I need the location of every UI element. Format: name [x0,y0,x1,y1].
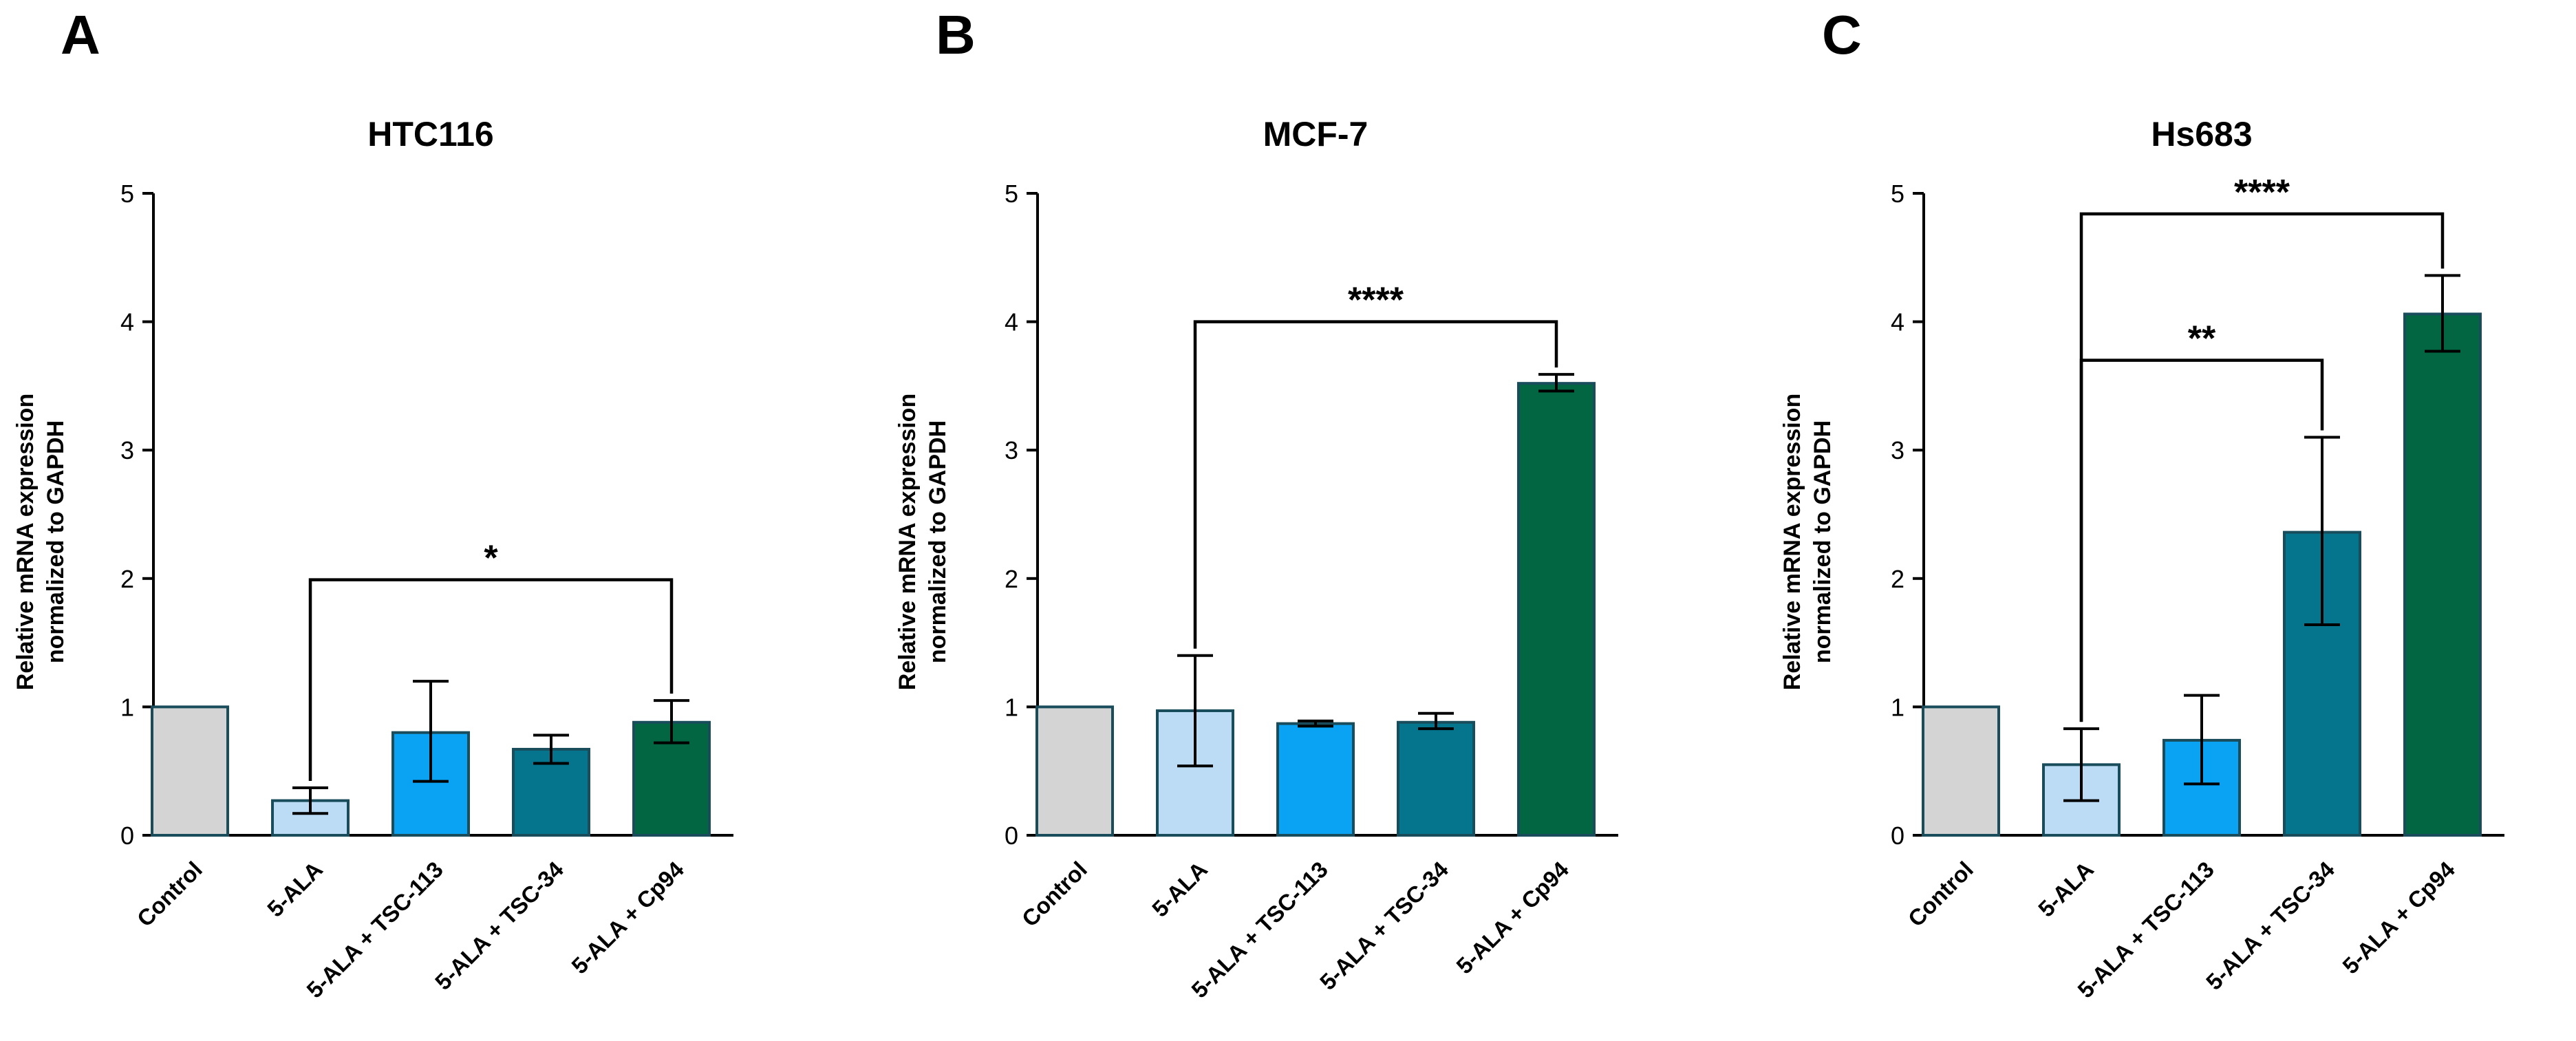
y-tick-label: 1 [120,693,134,721]
x-tick-label: Control [1017,857,1092,932]
x-tick-label: 5-ALA + TSC-34 [2201,856,2339,994]
y-tick-label: 3 [120,436,134,464]
y-tick-label: 4 [1891,308,1904,336]
chart-panel-b: B MCF-7 Relative mRNA expression normalized… [894,4,1618,1002]
y-tick-label: 1 [1891,693,1904,721]
y-tick-label: 0 [120,822,134,850]
panel-letter: C [1822,4,1862,65]
y-tick-label: 5 [1891,180,1904,208]
bar-5-ala-cp94 [632,720,711,837]
y-axis-label-line: Relative mRNA expression [12,394,39,690]
y-axis-label-line: Relative mRNA expression [894,394,921,690]
x-tick-label: 5-ALA [1147,857,1212,922]
x-tick-label: Control [132,857,207,932]
significance-label: **** [2234,173,2290,213]
bar-control [1035,705,1114,837]
significance-bracket [308,578,674,781]
significance-label: **** [1348,281,1404,321]
bar-5-ala-tsc-34 [1397,720,1475,837]
y-axis-label: Relative mRNA expression normalized to GA… [1779,394,1836,690]
x-tick-label: 5-ALA + Cp94 [2337,856,2460,978]
chart-title: HTC116 [367,115,493,153]
y-tick-label: 2 [1005,565,1018,593]
y-tick-label: 5 [1005,180,1018,208]
chart-title: MCF-7 [1263,115,1368,153]
significance-label: ** [2188,319,2216,359]
y-axis-label-line: normalized to GAPDH [1810,420,1836,663]
significance-bracket [1193,320,1558,649]
bar-5-ala-cp94 [1517,382,1596,837]
bar-control [1922,705,2000,837]
y-tick-label: 4 [120,308,134,336]
y-axis-label: Relative mRNA expression normalized to GA… [12,394,69,690]
x-tick-label: 5-ALA [2033,857,2099,922]
y-tick-label: 3 [1005,436,1018,464]
y-tick-label: 0 [1891,822,1904,850]
y-tick-label: 2 [1891,565,1904,593]
y-tick-label: 3 [1891,436,1904,464]
y-axis-label-line: normalized to GAPDH [43,420,69,663]
x-tick-label: 5-ALA + Cp94 [566,856,689,978]
chart-panel-a: A HTC116 Relative mRNA expression normalize… [12,4,733,1002]
significance-bracket [2079,212,2445,722]
x-tick-label: 5-ALA [262,857,328,922]
bar-5-ala-tsc-113 [1276,722,1355,837]
significance-label: * [484,539,498,579]
bar-control [151,705,229,837]
y-tick-label: 2 [120,565,134,593]
y-axis-label-line: normalized to GAPDH [925,420,951,663]
y-tick-label: 4 [1005,308,1018,336]
x-tick-label: 5-ALA + TSC-34 [430,856,568,994]
y-tick-label: 1 [1005,693,1018,721]
bar-5-ala-cp94 [2403,312,2482,837]
chart-panel-c: C Hs683 Relative mRNA expression normalized… [1779,4,2504,1002]
y-axis-label-line: Relative mRNA expression [1779,394,1805,690]
y-tick-label: 0 [1005,822,1018,850]
y-axis-label: Relative mRNA expression normalized to GA… [894,394,951,690]
panel-letter: B [936,4,976,65]
x-tick-label: Control [1903,857,1978,932]
y-tick-label: 5 [120,180,134,208]
chart-title: Hs683 [2151,115,2252,153]
x-tick-label: 5-ALA + TSC-34 [1315,856,1453,994]
panel-letter: A [61,4,100,65]
x-tick-label: 5-ALA + Cp94 [1451,856,1574,978]
